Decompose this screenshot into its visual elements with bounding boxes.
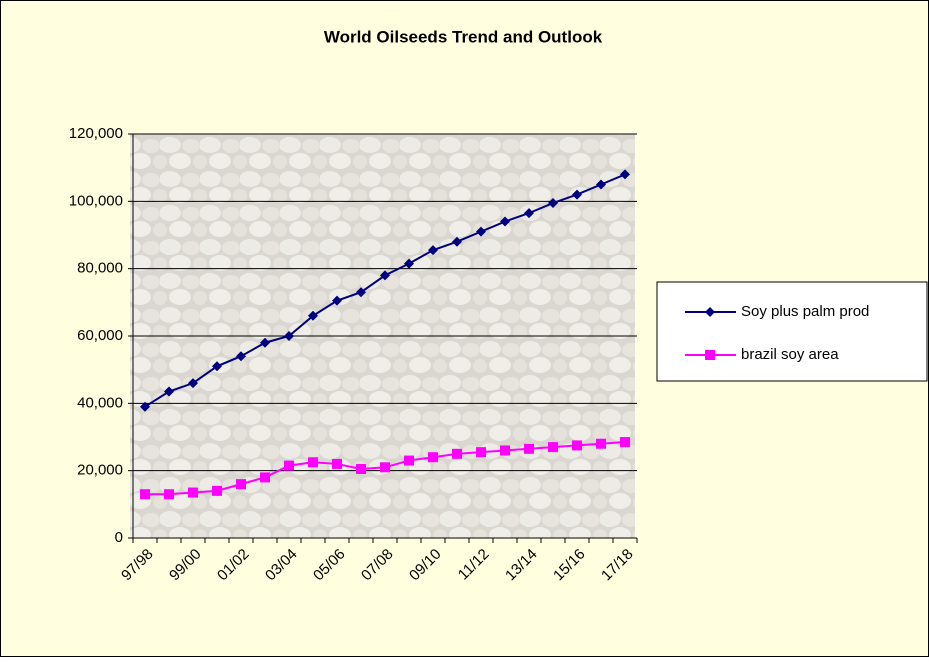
data-point: [428, 452, 438, 463]
data-point: [620, 169, 630, 180]
y-tick-label: 0: [115, 529, 123, 546]
y-tick-label: 40,000: [77, 394, 123, 411]
data-point: [524, 208, 534, 219]
data-point: [308, 457, 318, 468]
data-point: [188, 378, 198, 389]
data-point: [284, 331, 294, 341]
data-point: [332, 458, 342, 469]
data-point: [380, 462, 390, 473]
data-point: [356, 463, 366, 474]
legend: [656, 281, 928, 382]
data-point: [548, 198, 558, 209]
data-point: [596, 438, 606, 449]
data-point: [572, 440, 582, 451]
data-point: [524, 443, 534, 454]
data-point: [212, 361, 222, 372]
data-point: [164, 386, 174, 397]
data-point: [308, 310, 318, 321]
legend-marker: [705, 307, 715, 317]
y-tick-label: 20,000: [77, 462, 123, 479]
legend-label: brazil soy area: [741, 346, 839, 363]
data-point: [452, 448, 462, 459]
data-point: [140, 489, 150, 500]
data-point: [476, 447, 486, 458]
data-point: [212, 485, 222, 496]
data-point: [404, 258, 414, 269]
data-point: [620, 437, 630, 448]
y-tick-label: 100,000: [69, 192, 123, 209]
data-point: [380, 270, 390, 281]
data-point: [572, 189, 582, 200]
y-tick-label: 120,000: [69, 125, 123, 142]
data-point: [500, 445, 510, 456]
data-point: [332, 295, 342, 306]
data-point: [164, 489, 174, 500]
data-point: [260, 337, 270, 348]
data-point: [188, 487, 198, 498]
data-point: [428, 245, 438, 256]
data-point: [476, 226, 486, 237]
data-point: [284, 460, 294, 471]
data-point: [596, 179, 606, 190]
data-point: [356, 287, 366, 298]
y-tick-label: 80,000: [77, 260, 123, 277]
y-tick-label: 60,000: [77, 327, 123, 344]
data-point: [404, 455, 414, 466]
data-point: [140, 401, 150, 412]
data-point: [452, 236, 462, 247]
data-point: [260, 472, 270, 483]
data-point: [236, 351, 246, 362]
data-point: [236, 479, 246, 490]
data-point: [548, 442, 558, 453]
legend-label: Soy plus palm prod: [741, 303, 869, 320]
legend-marker: [705, 350, 715, 360]
chart-title: World Oilseeds Trend and Outlook: [324, 27, 603, 46]
data-point: [500, 216, 510, 227]
